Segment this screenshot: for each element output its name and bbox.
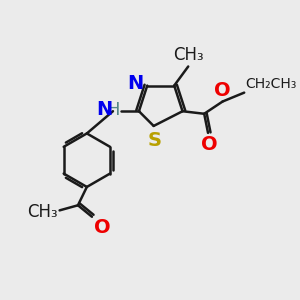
Text: O: O <box>94 218 111 237</box>
Text: N: N <box>97 100 113 119</box>
Text: CH₃: CH₃ <box>27 203 58 221</box>
Text: H: H <box>106 101 120 119</box>
Text: CH₂CH₃: CH₂CH₃ <box>245 77 297 92</box>
Text: N: N <box>127 74 143 93</box>
Text: CH₃: CH₃ <box>173 46 203 64</box>
Text: O: O <box>214 80 231 100</box>
Text: S: S <box>147 130 161 149</box>
Text: O: O <box>201 135 217 154</box>
